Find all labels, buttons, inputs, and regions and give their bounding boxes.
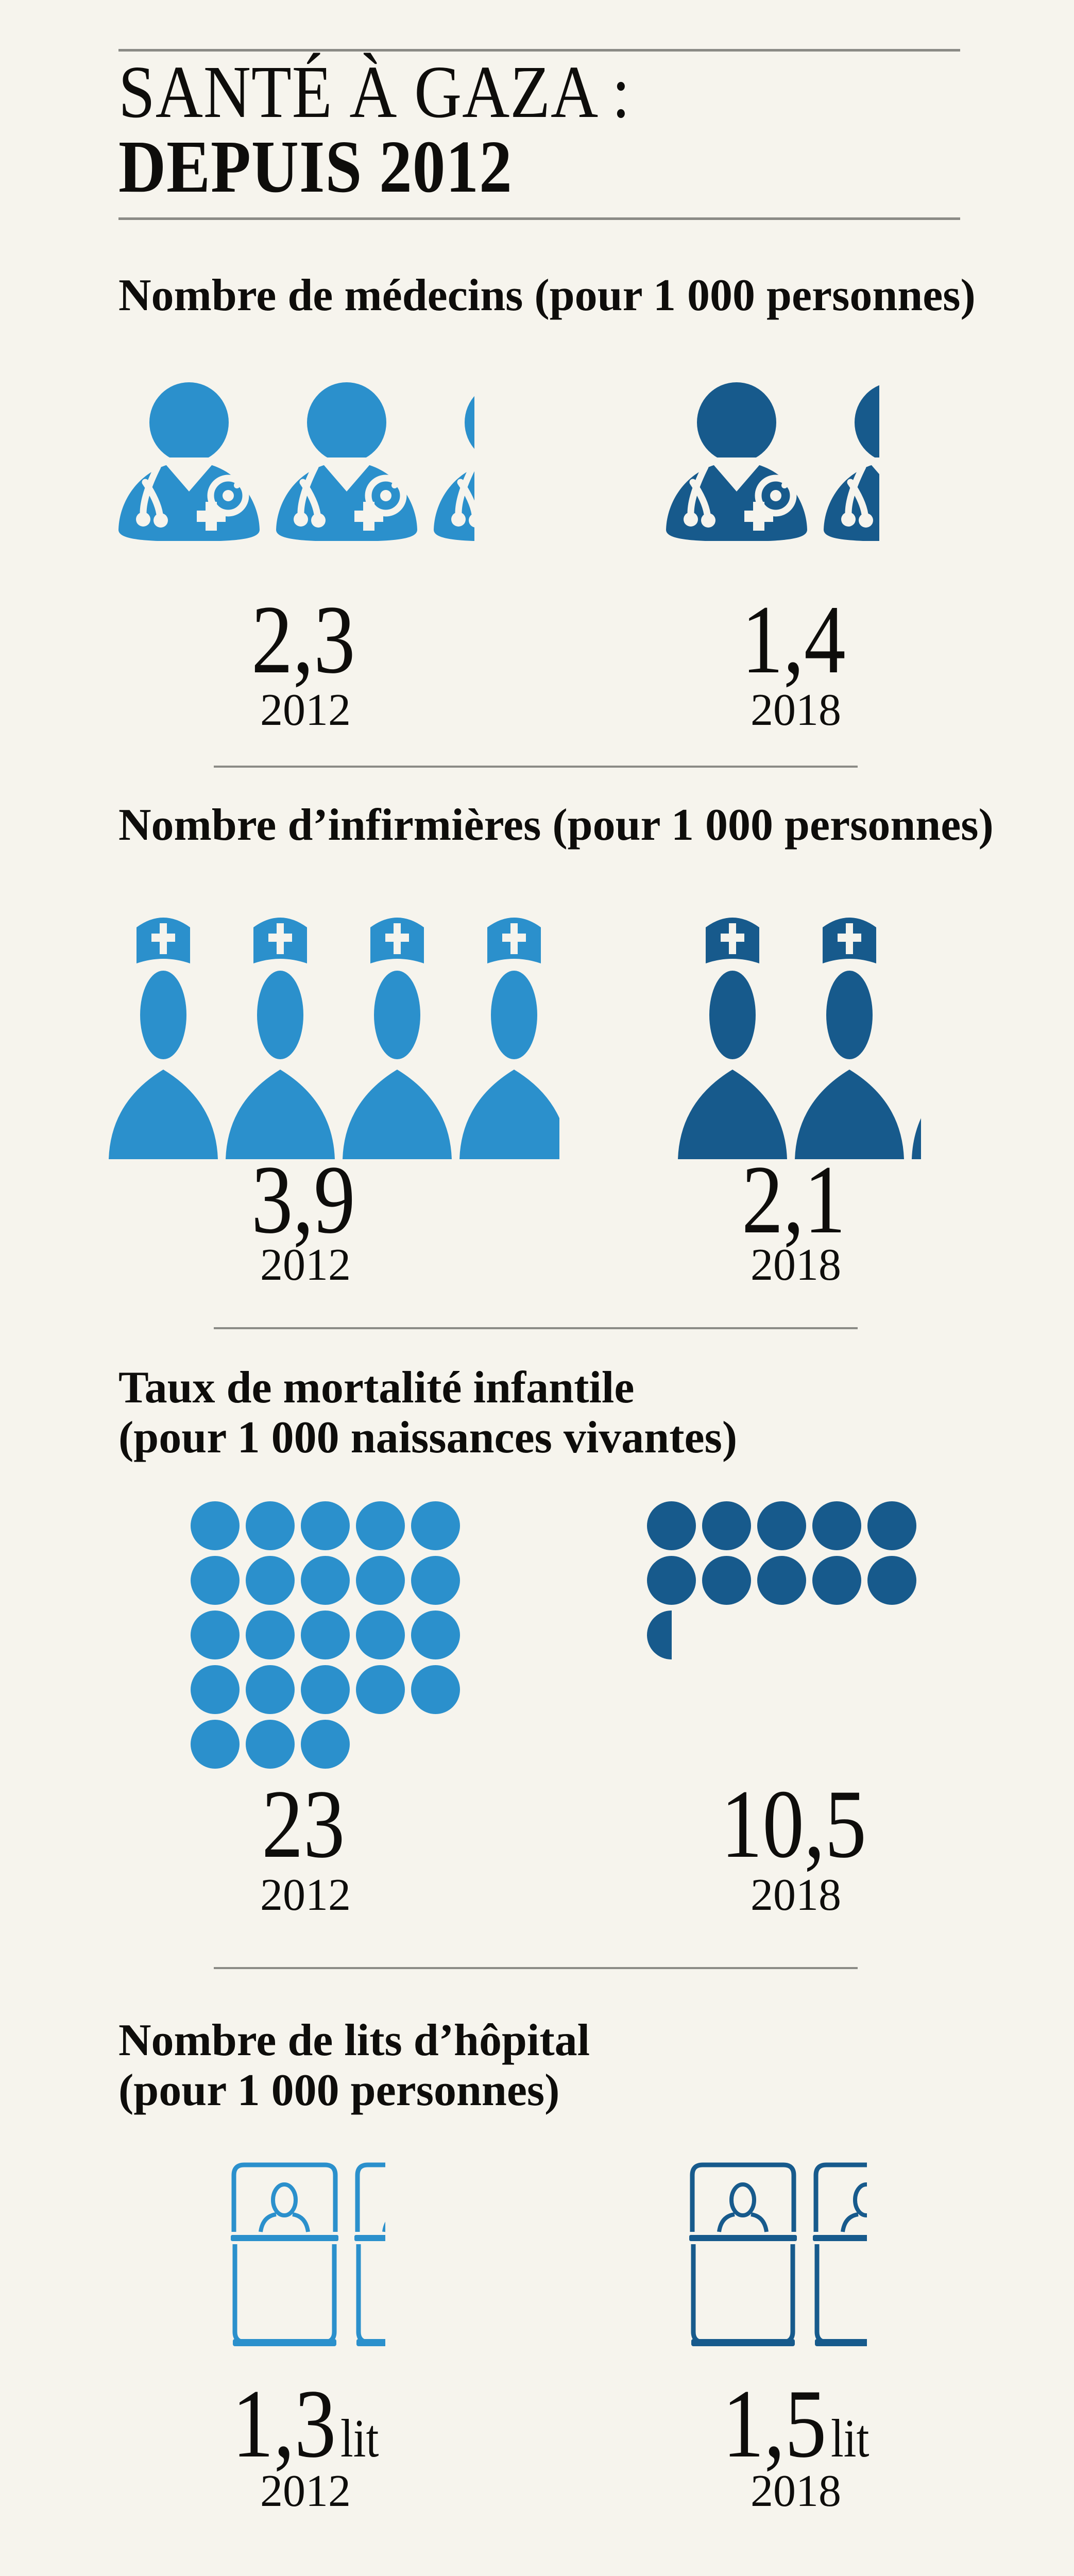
dot-icon [647, 1556, 696, 1605]
dot-icon [647, 1501, 696, 1550]
bed-icon [685, 2159, 801, 2350]
bed-icon [227, 2159, 343, 2350]
dot-icon [867, 1556, 916, 1605]
dot-icon [191, 1720, 240, 1769]
nurse-icon [107, 912, 220, 1159]
dot-icon [301, 1556, 350, 1605]
year-label-2012: 2012 [260, 1240, 351, 1290]
half-dot-icon [647, 1611, 672, 1659]
dot-icon [191, 1611, 240, 1659]
nurse-icon [224, 912, 337, 1159]
dot-icon [757, 1501, 806, 1550]
dot-icon [411, 1501, 460, 1550]
year-label-2018: 2018 [751, 2466, 841, 2516]
nurse-icon [676, 912, 789, 1159]
page-title-line2: DEPUIS 2012 [118, 126, 513, 208]
doctor-icon [430, 381, 474, 541]
value-2018: 2,1 [741, 1146, 846, 1254]
dot-icon [757, 1556, 806, 1605]
value-2018: 1,4 [741, 586, 846, 694]
divider [214, 1327, 858, 1329]
dot-icon [246, 1720, 295, 1769]
dot-icon [191, 1501, 240, 1550]
nurse-icon [793, 912, 906, 1159]
dot-icon [411, 1665, 460, 1714]
dot-icon [301, 1501, 350, 1550]
year-label-2018: 2018 [751, 1870, 841, 1920]
divider [214, 1967, 858, 1969]
value-2012: 23 [262, 1770, 345, 1878]
dot-icon [191, 1556, 240, 1605]
value-2018: 1,5lit [722, 2370, 870, 2478]
doctor-icon [114, 381, 264, 541]
doctor-icon [820, 381, 879, 541]
bed-icon [350, 2159, 385, 2350]
dot-icon [356, 1556, 405, 1605]
section-title: Taux de mortalité infantile (pour 1 000 … [118, 1363, 738, 1463]
value-2012: 1,3lit [232, 2370, 379, 2478]
dot-icon [301, 1611, 350, 1659]
value-2018: 10,5 [721, 1770, 867, 1878]
dot-icon [191, 1665, 240, 1714]
dot-icon [702, 1501, 751, 1550]
nurse-icon [910, 912, 921, 1159]
dot-icon [246, 1665, 295, 1714]
unit-label: lit [830, 2408, 870, 2468]
dot-icon [246, 1501, 295, 1550]
unit-label: lit [340, 2408, 379, 2468]
divider-top [118, 49, 960, 52]
dot-icon [246, 1556, 295, 1605]
bed-icon [809, 2159, 867, 2350]
dot-icon [702, 1556, 751, 1605]
year-label-2012: 2012 [260, 1870, 351, 1920]
year-label-2018: 2018 [751, 1240, 841, 1290]
dot-icon [356, 1501, 405, 1550]
dot-icon [301, 1665, 350, 1714]
dot-icon [411, 1611, 460, 1659]
section-title: Nombre de médecins (pour 1 000 personnes… [118, 270, 976, 320]
dot-icon [356, 1665, 405, 1714]
dot-icon [356, 1611, 405, 1659]
divider-under-title [118, 217, 960, 220]
dot-icon [867, 1501, 916, 1550]
doctor-icon [662, 381, 811, 541]
dot-icon [246, 1611, 295, 1659]
year-label-2012: 2012 [260, 2466, 351, 2516]
divider [214, 766, 858, 768]
year-label-2012: 2012 [260, 685, 351, 735]
nurse-icon [340, 912, 454, 1159]
doctor-icon [272, 381, 421, 541]
dot-icon [301, 1720, 350, 1769]
section-title: Nombre de lits d’hôpital (pour 1 000 per… [118, 2015, 590, 2115]
year-label-2018: 2018 [751, 685, 841, 735]
value-2012: 2,3 [251, 586, 355, 694]
section-title: Nombre d’infirmières (pour 1 000 personn… [118, 800, 994, 850]
page-title-line1: SANTÉ À GAZA : [118, 51, 631, 133]
dot-icon [812, 1501, 861, 1550]
dot-icon [812, 1556, 861, 1605]
dot-icon [411, 1556, 460, 1605]
value-2012: 3,9 [251, 1146, 355, 1254]
nurse-icon [457, 912, 559, 1159]
